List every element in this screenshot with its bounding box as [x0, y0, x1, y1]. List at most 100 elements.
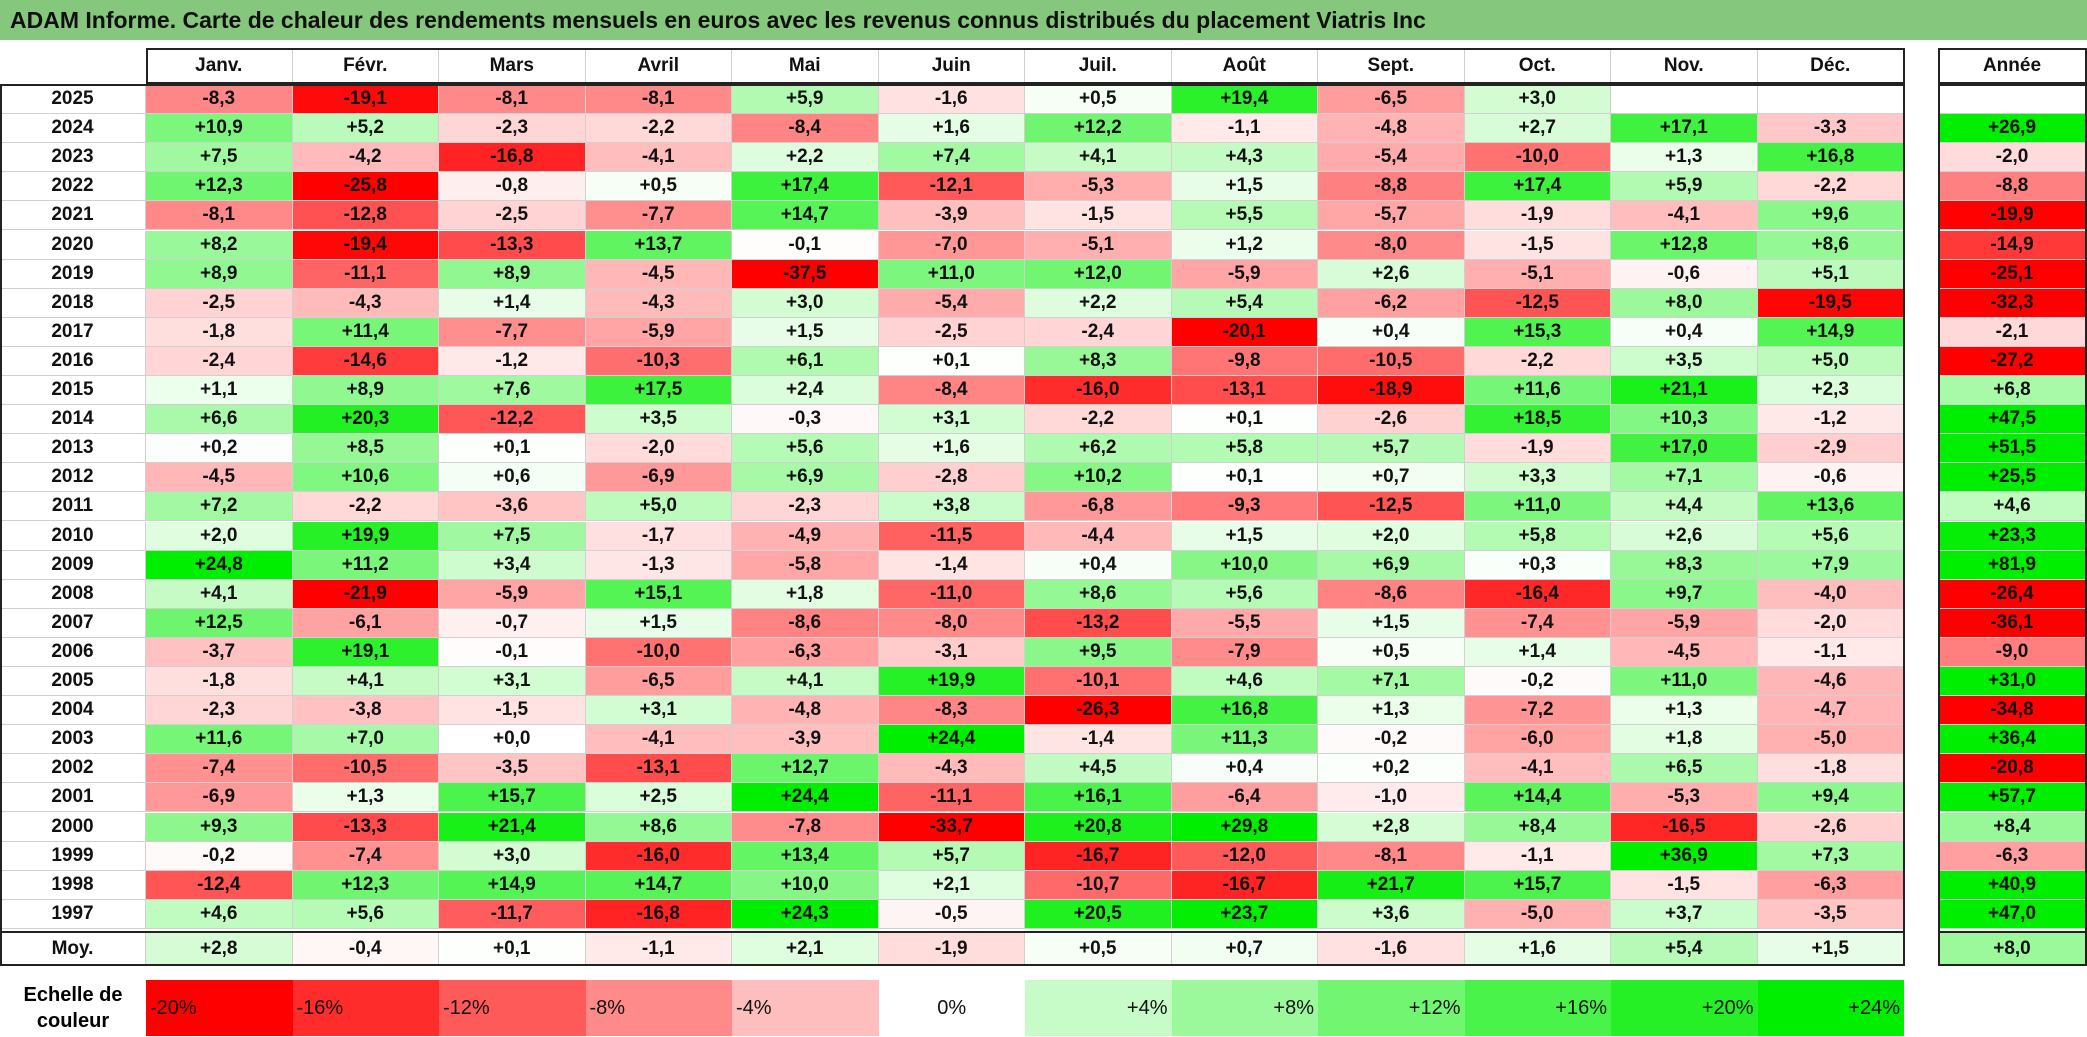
heatmap-cell: -1,4 — [1025, 725, 1172, 755]
heatmap-cell: +19,9 — [292, 521, 439, 551]
annual-cell: -6,3 — [1938, 841, 2087, 871]
heatmap-cell: +8,4 — [1464, 812, 1611, 842]
year-label: 2016 — [0, 346, 146, 376]
heatmap-cell: +19,4 — [1171, 85, 1318, 115]
heatmap-cell: +4,6 — [1171, 667, 1318, 697]
heatmap-cell: +29,8 — [1171, 812, 1318, 842]
heatmap-cell: -2,6 — [1318, 405, 1465, 435]
heatmap-cell: -37,5 — [732, 259, 879, 289]
color-scale-swatch: +4% — [1025, 980, 1172, 1036]
color-scale-swatch: -16% — [292, 980, 439, 1036]
heatmap-cell: -12,5 — [1464, 288, 1611, 318]
heatmap-cell: +3,8 — [878, 492, 1025, 522]
heatmap-cell: -5,1 — [1464, 259, 1611, 289]
heatmap-cell: +12,3 — [292, 870, 439, 900]
heatmap-cell: -8,6 — [732, 608, 879, 638]
heatmap-cell: +2,7 — [1464, 114, 1611, 144]
month-header: Janv. — [146, 49, 293, 84]
heatmap-cell: +36,9 — [1611, 841, 1758, 871]
heatmap-cell: -2,0 — [585, 434, 732, 464]
heatmap-cell: +11,0 — [878, 259, 1025, 289]
heatmap-cell: +2,3 — [1757, 376, 1904, 406]
heatmap-cell: +3,1 — [585, 696, 732, 726]
heatmap-cell: -4,5 — [146, 463, 293, 493]
heatmap-cell: -1,1 — [1757, 637, 1904, 667]
month-header: Mars — [439, 49, 586, 84]
heatmap-cell: -21,9 — [292, 579, 439, 609]
heatmap-cell: +11,6 — [1464, 376, 1611, 406]
heatmap-cell: +7,4 — [878, 143, 1025, 173]
heatmap-cell: -6,3 — [1757, 870, 1904, 900]
month-header: Nov. — [1611, 49, 1758, 84]
heatmap-cell: -7,4 — [146, 754, 293, 784]
heatmap-cell: +8,3 — [1611, 550, 1758, 580]
heatmap-cell: -19,1 — [292, 85, 439, 115]
heatmap-cell: -3,9 — [732, 725, 879, 755]
heatmap-cell: -11,7 — [439, 899, 586, 929]
heatmap-cell: +8,6 — [585, 812, 732, 842]
annual-cell: +23,3 — [1938, 521, 2087, 551]
heatmap-cell: -10,0 — [585, 637, 732, 667]
annual-cell: -25,1 — [1938, 259, 2087, 289]
average-cell: +0,7 — [1171, 932, 1318, 966]
heatmap-cell: -16,0 — [1025, 376, 1172, 406]
annual-cell: +47,0 — [1938, 899, 2087, 929]
heatmap-cell: -4,8 — [1318, 114, 1465, 144]
heatmap-cell: -9,8 — [1171, 346, 1318, 376]
heatmap-cell: -6,8 — [1025, 492, 1172, 522]
heatmap-cell: +11,4 — [292, 317, 439, 347]
heatmap-cell: +5,9 — [732, 85, 879, 115]
heatmap-cell: -4,6 — [1757, 667, 1904, 697]
annual-cell: -19,9 — [1938, 201, 2087, 231]
annual-header: Année — [1938, 49, 2087, 84]
color-scale-swatch: +12% — [1318, 980, 1465, 1036]
heatmap-cell: +1,5 — [1171, 172, 1318, 202]
heatmap-cell: +8,9 — [439, 259, 586, 289]
heatmap-cell: +4,1 — [1025, 143, 1172, 173]
heatmap-cell: -5,7 — [1318, 201, 1465, 231]
annual-cell — [1938, 85, 2087, 115]
heatmap-cell: -5,0 — [1757, 725, 1904, 755]
heatmap-cell: +18,5 — [1464, 405, 1611, 435]
heatmap-cell: +14,4 — [1464, 783, 1611, 813]
heatmap-cell: +0,4 — [1318, 317, 1465, 347]
heatmap-cell: -0,2 — [146, 841, 293, 871]
heatmap-cell: -9,3 — [1171, 492, 1318, 522]
heatmap-cell: +1,5 — [585, 608, 732, 638]
year-label: 1997 — [0, 899, 146, 929]
annual-cell: +31,0 — [1938, 667, 2087, 697]
year-label: 2006 — [0, 637, 146, 667]
heatmap-cell: -2,5 — [146, 288, 293, 318]
heatmap-cell: -4,8 — [732, 696, 879, 726]
annual-cell: -8,8 — [1938, 172, 2087, 202]
year-label: 2009 — [0, 550, 146, 580]
heatmap-cell: -13,3 — [439, 230, 586, 260]
heatmap-cell: -16,4 — [1464, 579, 1611, 609]
heatmap-cell: -8,1 — [585, 85, 732, 115]
heatmap-cell: +8,2 — [146, 230, 293, 260]
heatmap-cell: +9,7 — [1611, 579, 1758, 609]
annual-cell: -20,8 — [1938, 754, 2087, 784]
heatmap-cell: +23,7 — [1171, 899, 1318, 929]
month-header: Déc. — [1757, 49, 1904, 84]
month-header: Févr. — [292, 49, 439, 84]
heatmap-cell: -0,6 — [1611, 259, 1758, 289]
heatmap-cell: -1,6 — [878, 85, 1025, 115]
heatmap-cell: -3,3 — [1757, 114, 1904, 144]
color-scale-swatch: -12% — [439, 980, 586, 1036]
heatmap-cell: +7,1 — [1318, 667, 1465, 697]
average-annual-cell: +8,0 — [1938, 932, 2087, 966]
heatmap-cell: -4,3 — [585, 288, 732, 318]
heatmap-cell: +10,3 — [1611, 405, 1758, 435]
heatmap-cell: -25,8 — [292, 172, 439, 202]
heatmap-cell: -6,5 — [585, 667, 732, 697]
year-label: 2011 — [0, 492, 146, 522]
heatmap-cell: +10,6 — [292, 463, 439, 493]
heatmap-cell: +12,8 — [1611, 230, 1758, 260]
heatmap-cell: -1,5 — [1611, 870, 1758, 900]
year-label: 2022 — [0, 172, 146, 202]
heatmap-cell: +8,6 — [1757, 230, 1904, 260]
heatmap-cell: -8,8 — [1318, 172, 1465, 202]
heatmap-cell: -19,4 — [292, 230, 439, 260]
heatmap-cell: +0,4 — [1171, 754, 1318, 784]
